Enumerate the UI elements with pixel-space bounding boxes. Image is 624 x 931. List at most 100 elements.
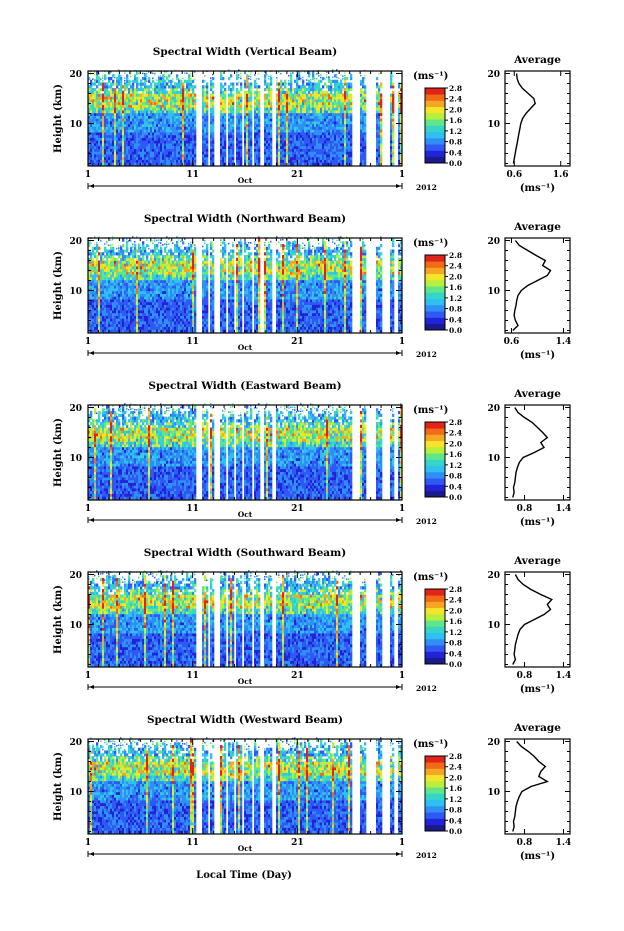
- heatmap-cell: [164, 151, 167, 155]
- heatmap-cell: [364, 143, 367, 147]
- heatmap-cell: [232, 101, 235, 105]
- heatmap-cell: [240, 162, 243, 166]
- heatmap-cell: [106, 326, 109, 330]
- heatmap-cell: [344, 129, 347, 133]
- heatmap-cell: [398, 85, 401, 89]
- heatmap-cell: [110, 323, 113, 327]
- heatmap-cell: [190, 126, 193, 130]
- heatmap-cell: [210, 137, 213, 141]
- heatmap-cell: [212, 110, 215, 114]
- heatmap-cell: [362, 123, 365, 127]
- heatmap-cell: [128, 132, 131, 136]
- heatmap-cell: [96, 282, 99, 286]
- heatmap-cell: [282, 159, 285, 163]
- heatmap-cell: [136, 274, 139, 278]
- heatmap-cell: [334, 101, 337, 105]
- heatmap-cell: [96, 126, 99, 130]
- heatmap-cell: [238, 118, 241, 122]
- heatmap-cell: [318, 104, 321, 108]
- heatmap-cell: [124, 260, 127, 264]
- heatmap-cell: [102, 145, 105, 149]
- heatmap-cell: [312, 110, 315, 114]
- heatmap-cell: [110, 288, 113, 292]
- heatmap-cell: [96, 329, 99, 333]
- heatmap-cell: [298, 77, 301, 81]
- heatmap-cell: [150, 118, 153, 122]
- heatmap-cell: [156, 90, 159, 94]
- heatmap-cell: [334, 88, 337, 92]
- heatmap-speckle: [92, 78, 94, 80]
- heatmap-cell: [378, 85, 381, 89]
- heatmap-cell: [344, 118, 347, 122]
- heatmap-cell: [324, 118, 327, 122]
- heatmap-cell: [180, 132, 183, 136]
- heatmap-cell: [114, 107, 117, 111]
- heatmap-cell: [122, 318, 125, 322]
- heatmap-cell: [324, 115, 327, 119]
- heatmap-cell: [264, 101, 267, 105]
- heatmap-cell: [106, 137, 109, 141]
- heatmap-cell: [230, 88, 233, 92]
- heatmap-cell: [118, 101, 121, 105]
- heatmap-cell: [290, 159, 293, 163]
- heatmap-cell: [362, 96, 365, 100]
- heatmap-cell: [280, 162, 283, 166]
- heatmap-cell: [266, 110, 269, 114]
- heatmap-cell: [122, 249, 125, 253]
- heatmap-cell: [130, 290, 133, 294]
- heatmap-cell: [130, 137, 133, 141]
- heatmap-cell: [240, 145, 243, 149]
- heatmap-cell: [122, 301, 125, 305]
- heatmap-cell: [292, 151, 295, 155]
- heatmap-cell: [228, 126, 231, 130]
- heatmap-cell: [202, 118, 205, 122]
- heatmap-cell: [170, 143, 173, 147]
- heatmap-cell: [148, 79, 151, 83]
- heatmap-cell: [172, 93, 175, 97]
- heatmap-cell: [100, 148, 103, 152]
- heatmap-cell: [248, 156, 251, 160]
- heatmap-cell: [246, 82, 249, 86]
- heatmap-cell: [88, 85, 91, 89]
- heatmap-cell: [294, 118, 297, 122]
- heatmap-cell: [282, 123, 285, 127]
- heatmap-cell: [126, 145, 129, 149]
- heatmap-cell: [288, 107, 291, 111]
- heatmap-cell: [140, 329, 143, 333]
- heatmap-cell: [398, 137, 401, 141]
- heatmap-cell: [346, 154, 349, 158]
- heatmap-cell: [318, 148, 321, 152]
- heatmap-cell: [102, 323, 105, 327]
- heatmap-cell: [94, 279, 97, 283]
- heatmap-cell: [298, 101, 301, 105]
- heatmap-cell: [134, 115, 137, 119]
- heatmap-cell: [236, 162, 239, 166]
- heatmap-cell: [308, 129, 311, 133]
- heatmap-cell: [182, 104, 185, 108]
- heatmap-cell: [276, 156, 279, 160]
- heatmap-cell: [318, 82, 321, 86]
- heatmap-cell: [318, 154, 321, 158]
- heatmap-cell: [96, 274, 99, 278]
- heatmap-cell: [128, 288, 131, 292]
- heatmap-cell: [336, 110, 339, 114]
- heatmap-cell: [326, 99, 329, 103]
- heatmap-cell: [302, 123, 305, 127]
- heatmap-cell: [362, 140, 365, 144]
- heatmap-cell: [170, 99, 173, 103]
- heatmap-cell: [118, 154, 121, 158]
- heatmap-cell: [108, 274, 111, 278]
- heatmap-cell: [400, 118, 403, 122]
- heatmap-cell: [280, 126, 283, 130]
- heatmap-cell: [152, 148, 155, 152]
- heatmap-cell: [284, 99, 287, 103]
- heatmap-cell: [154, 156, 157, 160]
- heatmap-cell: [318, 156, 321, 160]
- heatmap-cell: [192, 112, 195, 116]
- heatmap-cell: [220, 101, 223, 105]
- heatmap-cell: [266, 154, 269, 158]
- heatmap-cell: [94, 323, 97, 327]
- heatmap-cell: [306, 151, 309, 155]
- heatmap-cell: [304, 129, 307, 133]
- heatmap-cell: [88, 99, 91, 103]
